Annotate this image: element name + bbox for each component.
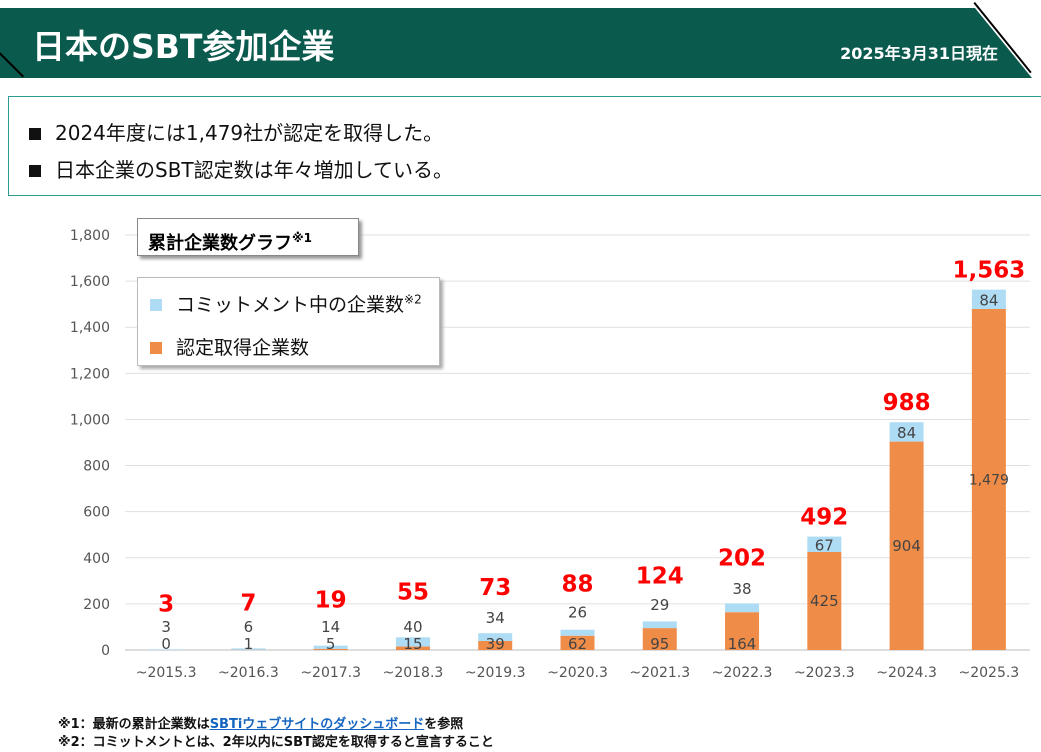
x-tick-label: ~2025.3 [959, 665, 1020, 681]
bar-commit [643, 621, 677, 628]
y-tick-label: 1,000 [70, 412, 110, 428]
data-label-total: 3 [158, 591, 174, 617]
footnote-1: ※1：最新の累計企業数はSBTiウェブサイトのダッシュボードを参照 [58, 716, 494, 734]
y-tick-label: 0 [101, 643, 110, 659]
x-tick-label: ~2018.3 [383, 665, 444, 681]
data-label-total: 202 [718, 545, 766, 571]
data-label-total: 7 [240, 590, 256, 616]
as-of-date: 2025年3月31日現在 [840, 40, 998, 64]
y-tick-label: 1,400 [70, 320, 110, 336]
y-tick-label: 600 [83, 505, 110, 521]
x-tick-label: ~2023.3 [794, 665, 855, 681]
data-label-certified: 425 [810, 592, 839, 610]
x-tick-label: ~2016.3 [218, 665, 279, 681]
summary-box: 2024年度には1,479社が認定を取得した。 日本企業のSBT認定数は年々増加… [8, 96, 1041, 196]
bar-commit [725, 603, 759, 612]
footnotes: ※1：最新の累計企業数はSBTiウェブサイトのダッシュボードを参照 ※2：コミッ… [58, 716, 494, 752]
x-tick-label: ~2024.3 [876, 665, 937, 681]
data-label-total: 55 [397, 579, 429, 605]
y-tick-label: 1,600 [70, 274, 110, 290]
legend-item-certified: 認定取得企業数 [150, 333, 309, 360]
data-label-commit: 38 [732, 580, 751, 598]
data-label-total: 124 [636, 563, 684, 589]
data-label-certified: 0 [161, 635, 171, 653]
dashboard-link[interactable]: SBTiウェブサイトのダッシュボード [210, 717, 425, 732]
chart-title: 累計企業数グラフ※1 [137, 218, 359, 256]
data-label-commit: 26 [568, 604, 587, 622]
x-tick-label: ~2017.3 [300, 665, 361, 681]
footnote-2: ※2：コミットメントとは、2年以内にSBT認定を取得すると宣言すること [58, 734, 494, 752]
data-label-certified: 62 [568, 635, 587, 653]
y-tick-label: 200 [83, 597, 110, 613]
legend-item-commit: コミットメント中の企業数※2 [150, 290, 422, 317]
data-label-total: 1,563 [952, 258, 1025, 284]
data-label-total: 19 [315, 588, 347, 614]
y-tick-label: 800 [83, 459, 110, 475]
data-label-commit: 29 [650, 596, 669, 614]
x-tick-label: ~2020.3 [547, 665, 608, 681]
data-label-commit: 3 [161, 618, 171, 636]
y-tick-label: 1,800 [70, 228, 110, 244]
x-tick-label: ~2022.3 [712, 665, 773, 681]
data-label-total: 492 [800, 505, 848, 531]
y-tick-label: 400 [83, 551, 110, 567]
data-label-certified: 15 [403, 635, 422, 653]
stacked-bar-chart: 02004006008001,0001,2001,4001,6001,80003… [0, 200, 1041, 690]
page-title: 日本のSBT参加企業 [32, 20, 334, 68]
data-label-commit: 67 [815, 536, 834, 554]
data-label-certified: 95 [650, 635, 669, 653]
data-label-certified: 904 [892, 537, 921, 555]
data-label-certified: 1,479 [969, 473, 1009, 489]
legend: コミットメント中の企業数※2 認定取得企業数 [137, 277, 440, 366]
summary-item: 日本企業のSBT認定数は年々増加している。 [29, 154, 453, 183]
data-label-certified: 164 [728, 635, 757, 653]
data-label-commit: 40 [403, 618, 422, 636]
data-label-certified: 1 [244, 635, 254, 653]
y-tick-label: 1,200 [70, 366, 110, 382]
x-tick-label: ~2019.3 [465, 665, 526, 681]
header-banner: 日本のSBT参加企業 2025年3月31日現在 [0, 8, 1032, 78]
x-tick-label: ~2015.3 [136, 665, 197, 681]
data-label-commit: 6 [244, 618, 254, 636]
data-label-commit: 14 [321, 618, 340, 636]
data-label-commit: 84 [979, 291, 998, 309]
data-label-commit: 84 [897, 424, 916, 442]
data-label-certified: 39 [486, 635, 505, 653]
data-label-total: 988 [883, 390, 931, 416]
data-label-commit: 34 [486, 609, 505, 627]
data-label-certified: 5 [326, 635, 336, 653]
summary-item: 2024年度には1,479社が認定を取得した。 [29, 117, 443, 146]
data-label-total: 88 [561, 572, 593, 598]
data-label-total: 73 [479, 575, 511, 601]
x-tick-label: ~2021.3 [629, 665, 690, 681]
